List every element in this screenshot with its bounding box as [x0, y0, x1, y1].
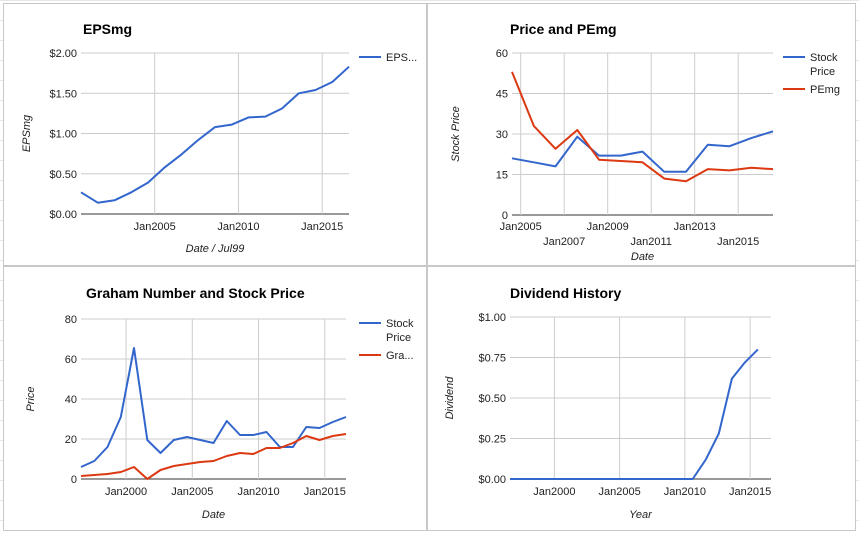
sheet-gridline — [0, 0, 859, 1]
y-tick-label: 60 — [496, 48, 508, 60]
x-axis-label: Date / Jul99 — [186, 243, 245, 255]
chart-panel-epsmg: EPSmg $0.00 $0.50 $1.00 $1.50 $2.00 Jan2005 Jan… — [3, 3, 427, 266]
legend-label: Stock — [810, 52, 838, 64]
chart-panel-graham: Graham Number and Stock Price 0 20 40 60 80 Ja… — [3, 266, 427, 531]
x-tick-label: Jan2000 — [105, 486, 147, 498]
y-tick-label: $2.00 — [49, 48, 77, 60]
x-tick-label: Jan2015 — [729, 486, 771, 498]
series-line — [80, 65, 350, 204]
x-axis-label: Year — [629, 509, 653, 521]
y-tick-label: 30 — [496, 129, 508, 141]
x-tick-label: Jan2010 — [237, 486, 279, 498]
x-tick-label: Jan2007 — [543, 236, 585, 248]
chart-price-pemg: Price and PEmg015304560Jan2005Jan2007Jan… — [450, 21, 840, 263]
y-tick-label: 0 — [502, 210, 508, 222]
y-axis-label: EPSmg — [21, 114, 33, 152]
x-tick-label: Jan2005 — [171, 486, 213, 498]
chart-graham-number: Graham Number and Stock Price 0 20 40 60 80 Ja… — [25, 285, 414, 521]
chart-dividend-history: Dividend History $0.00 $0.25 $0.50 $0.75 $1.0… — [444, 285, 771, 521]
x-tick-label: Jan2009 — [587, 221, 629, 233]
chart-title: Dividend History — [510, 285, 621, 301]
x-tick-label: Jan2005 — [599, 486, 641, 498]
legend-label: PEmg — [810, 84, 840, 96]
y-tick-label: $0.50 — [49, 169, 77, 181]
x-tick-label: Jan2013 — [674, 221, 716, 233]
y-tick-label: $0.25 — [478, 434, 506, 446]
y-axis-label: Stock Price — [450, 106, 462, 162]
y-axis-label: Price — [25, 386, 37, 411]
y-tick-label: 40 — [65, 394, 77, 406]
y-tick-label: $0.75 — [478, 353, 506, 365]
x-tick-label: Jan2015 — [717, 236, 759, 248]
y-tick-label: 15 — [496, 170, 508, 182]
legend-label: Gra... — [386, 350, 414, 362]
legend-label: Price — [386, 332, 411, 344]
legend-label: EPS... — [386, 52, 417, 64]
x-tick-label: Jan2000 — [533, 486, 575, 498]
y-tick-label: 60 — [65, 354, 77, 366]
x-tick-label: Jan2011 — [631, 236, 672, 248]
x-tick-label: Jan2015 — [304, 486, 346, 498]
chart-panel-dividend: Dividend History $0.00 $0.25 $0.50 $0.75 $1.0… — [427, 266, 856, 531]
series-line — [80, 347, 347, 468]
x-axis-label: Date — [631, 251, 654, 263]
chart-title: Price and PEmg — [510, 21, 617, 37]
chart-panel-price-pemg: Price and PEmg 0 15 30 45 60 Jan2005 Jan2007 Jan… — [427, 3, 856, 266]
y-tick-label: $1.00 — [49, 129, 77, 141]
x-tick-label: Jan2015 — [301, 221, 343, 233]
chart-title: Graham Number and Stock Price — [86, 285, 305, 301]
x-tick-label: Jan2010 — [664, 486, 706, 498]
legend-label: Stock — [386, 318, 414, 330]
series-line — [511, 71, 774, 183]
y-tick-label: $0.00 — [49, 209, 77, 221]
y-tick-label: $1.00 — [478, 312, 506, 324]
chart-title: EPSmg — [83, 21, 132, 37]
y-axis-label: Dividend — [444, 376, 456, 420]
y-tick-label: 0 — [71, 474, 77, 486]
x-tick-label: Jan2010 — [217, 221, 259, 233]
series-line — [510, 348, 759, 480]
series-line — [80, 433, 347, 480]
legend-label: Price — [810, 66, 835, 78]
y-tick-label: 45 — [496, 89, 508, 101]
y-tick-label: 80 — [65, 314, 77, 326]
y-tick-label: $1.50 — [49, 88, 77, 100]
x-tick-label: Jan2005 — [134, 221, 176, 233]
y-tick-label: 20 — [65, 434, 77, 446]
y-tick-label: $0.50 — [478, 393, 506, 405]
y-tick-label: $0.00 — [478, 474, 506, 486]
x-axis-label: Date — [202, 509, 225, 521]
chart-epsmg: EPSmg $0.00 $0.50 $1.00 $1.50 $2.00 Jan2005 Jan… — [21, 21, 417, 255]
x-tick-label: Jan2005 — [500, 221, 542, 233]
